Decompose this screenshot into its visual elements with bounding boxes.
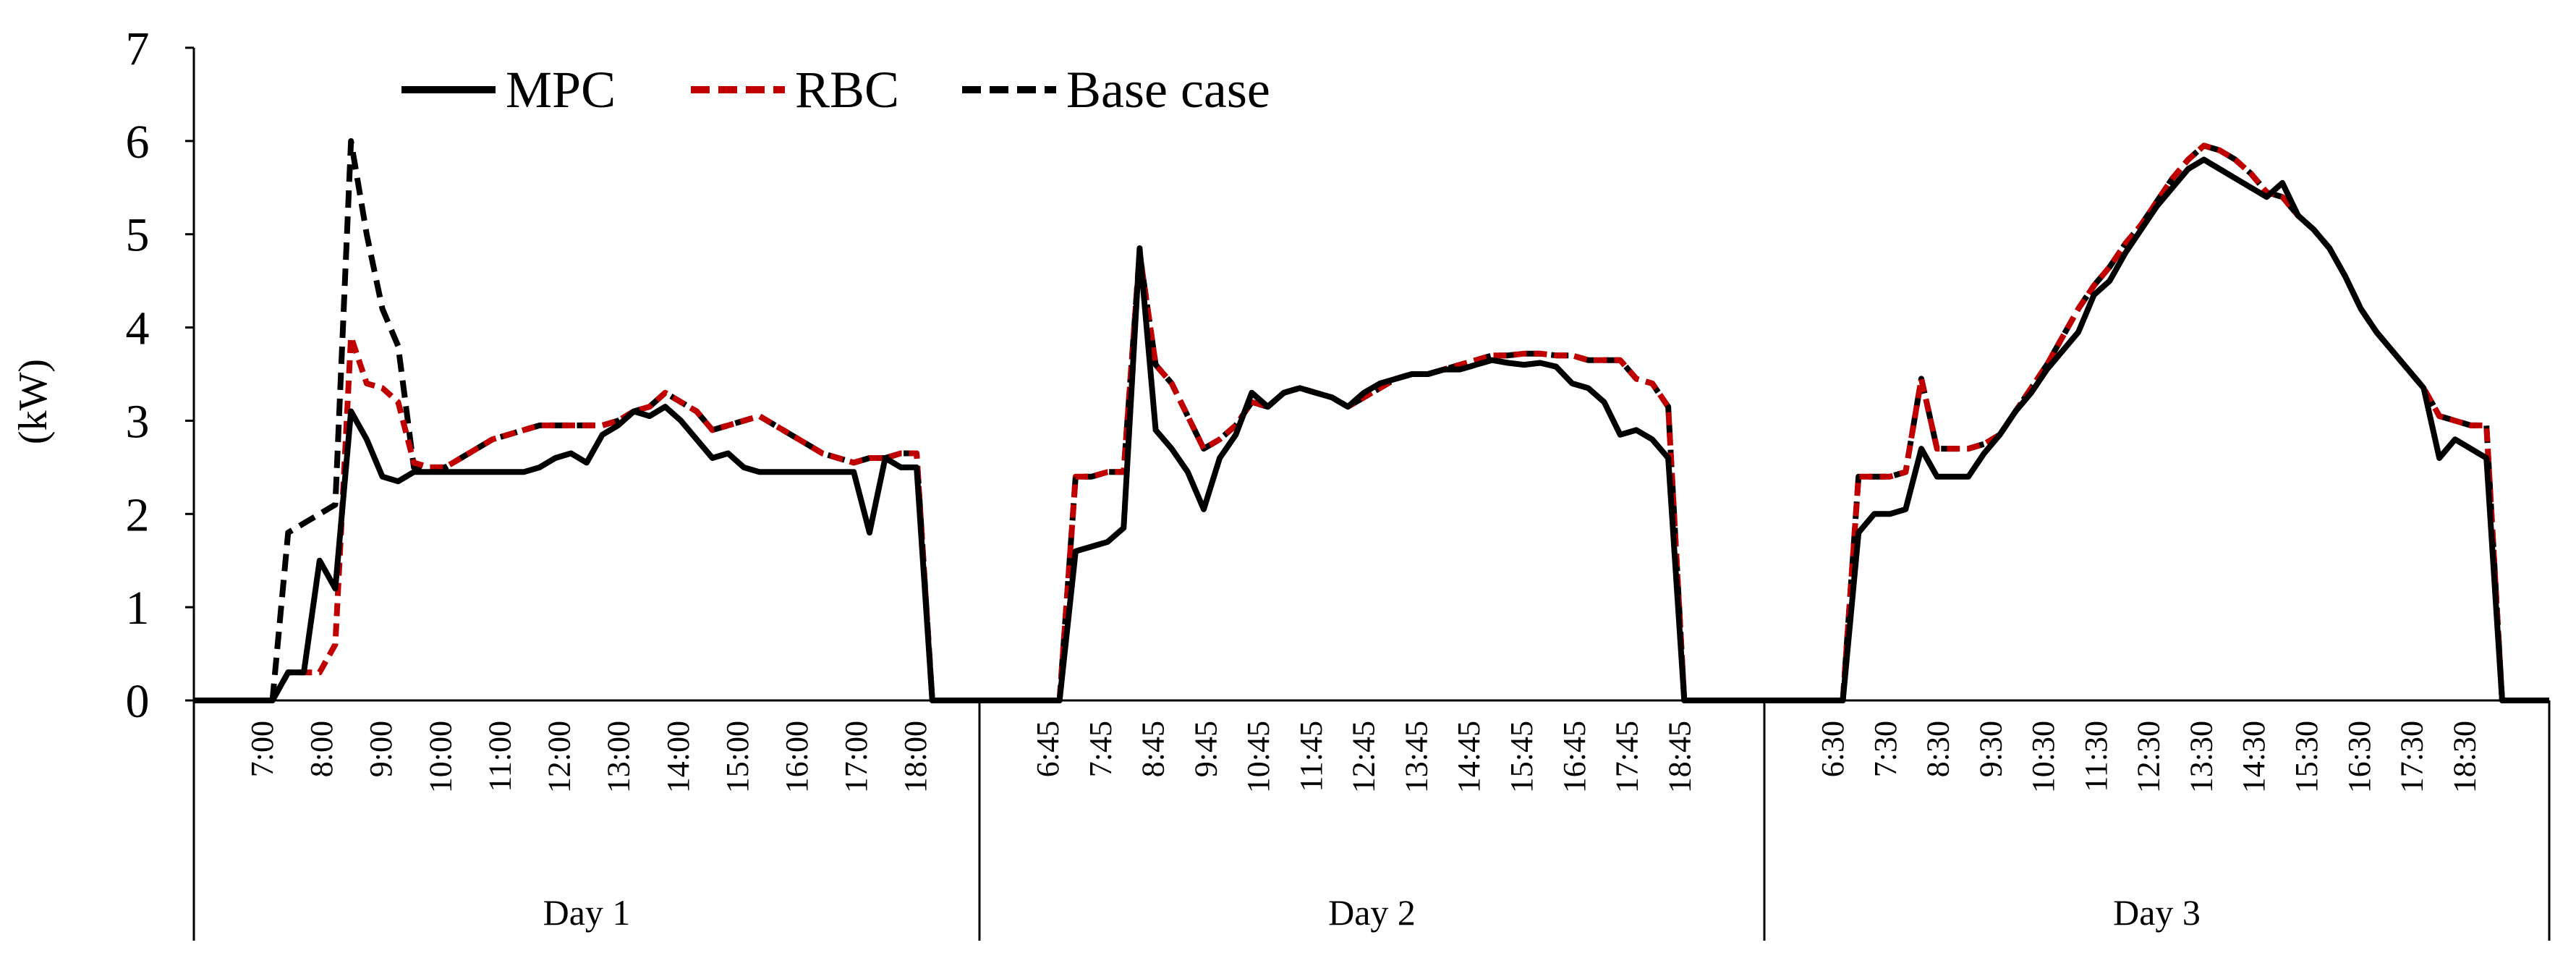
x-tick-label: 7:00: [245, 721, 280, 777]
x-tick-label: 17:30: [2394, 721, 2430, 793]
x-tick-label: 18:00: [898, 721, 933, 793]
chart-axes: [185, 46, 2551, 941]
x-tick-label: 10:45: [1241, 721, 1276, 793]
x-tick-label: 12:45: [1346, 721, 1382, 793]
x-tick-label: 11:00: [482, 721, 517, 792]
x-tick-label: 8:00: [304, 721, 339, 777]
x-tick-label: 12:30: [2131, 721, 2167, 793]
series-line: [979, 250, 1764, 703]
x-tick-label: 16:30: [2342, 721, 2377, 793]
x-tick-label: 16:00: [779, 721, 815, 793]
x-tick-label: 6:45: [1030, 721, 1066, 777]
x-tick-label: 7:30: [1868, 721, 1903, 777]
x-tick-label: 18:30: [2447, 721, 2482, 793]
series-base-case: [194, 137, 2549, 703]
y-tick-label: 7: [126, 22, 150, 75]
day-label: Day 3: [2113, 892, 2201, 933]
day-label: Day 2: [1328, 892, 1416, 933]
y-axis-label: (kW): [11, 359, 56, 444]
legend: MPC RBC Base case: [401, 61, 1270, 119]
x-tick-label: 6:30: [1815, 721, 1850, 777]
y-tick-label: 6: [126, 116, 150, 169]
series-mpc: [194, 156, 2549, 703]
series-lines: [194, 137, 2549, 703]
x-tick-label: 7:45: [1083, 721, 1118, 777]
y-tick-label: 0: [126, 675, 150, 728]
x-tick-label: 10:30: [2025, 721, 2061, 793]
x-tick-label: 17:00: [838, 721, 874, 793]
y-tick-label: 4: [126, 302, 150, 355]
series-line: [194, 334, 979, 703]
x-tick-label: 13:45: [1398, 721, 1434, 793]
legend-label: MPC: [506, 61, 616, 119]
series-line: [1764, 156, 2549, 703]
x-tick-label: 13:30: [2183, 721, 2219, 793]
x-tick-label: 13:00: [601, 721, 637, 793]
legend-label: Base case: [1066, 61, 1270, 119]
x-tick-label: 14:30: [2236, 721, 2271, 793]
x-tick-label: 16:45: [1557, 721, 1592, 793]
x-tick-label: 12:00: [542, 721, 577, 793]
x-tick-label: 8:30: [1921, 721, 1956, 777]
x-tick-label: 15:45: [1504, 721, 1539, 793]
y-tick-label: 5: [126, 209, 150, 262]
x-tick-label: 9:00: [363, 721, 399, 777]
legend-label: RBC: [795, 61, 899, 119]
x-tick-label: 18:45: [1662, 721, 1697, 793]
y-tick-label: 3: [126, 395, 150, 448]
x-tick-label: 14:00: [660, 721, 696, 793]
x-tick-label: 10:00: [422, 721, 458, 793]
x-tick-label: 8:45: [1136, 721, 1171, 777]
series-line: [194, 404, 979, 703]
y-tick-label: 2: [126, 488, 150, 541]
x-tick-label: 9:45: [1188, 721, 1223, 777]
series-line: [979, 245, 1764, 703]
x-tick-label: 9:30: [1973, 721, 2008, 777]
x-tick-label: 15:00: [720, 721, 755, 793]
x-tick-label: 15:30: [2289, 721, 2324, 793]
x-tick-label: 11:30: [2078, 721, 2114, 792]
y-tick-label: 1: [126, 582, 150, 635]
tick-labels: 0 1 2 3 4 5 6 7 7:00 8:00 9:00 10:00 11:00 12:00 13:00…: [126, 22, 2483, 933]
x-tick-label: 11:45: [1293, 721, 1329, 792]
day-label: Day 1: [543, 892, 631, 933]
series-rbc: [194, 143, 2549, 703]
x-tick-label: 14:45: [1451, 721, 1487, 793]
x-tick-label: 17:45: [1610, 721, 1645, 793]
